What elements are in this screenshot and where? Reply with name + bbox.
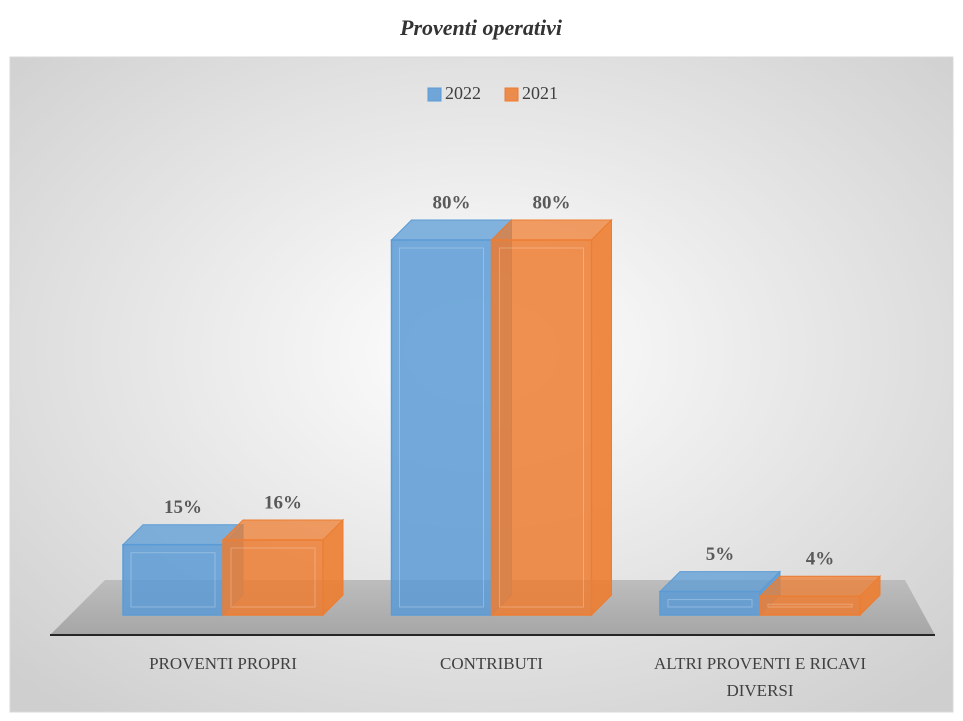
- bar-highlight: [667, 599, 753, 608]
- bar-highlight: [499, 247, 584, 608]
- value-label: 15%: [164, 497, 202, 518]
- bar: [221, 518, 345, 617]
- bar-side: [591, 218, 612, 617]
- x-tick-label: PROVENTI PROPRI: [149, 654, 297, 673]
- bar-front: [659, 590, 761, 616]
- bar-front: [390, 239, 493, 616]
- bar-front: [122, 543, 224, 616]
- bar-top: [390, 219, 513, 241]
- bar: [490, 218, 613, 617]
- value-label: 80%: [533, 192, 571, 213]
- bar-top: [758, 575, 882, 597]
- bar-top: [658, 571, 782, 593]
- bar-highlight: [767, 603, 853, 608]
- legend-label: 2021: [522, 83, 558, 103]
- legend-swatch: [427, 87, 442, 102]
- bar-front: [759, 595, 861, 616]
- bar-front: [490, 239, 593, 616]
- bar: [758, 575, 882, 617]
- legend-label: 2022: [445, 83, 481, 103]
- x-tick-label: ALTRI PROVENTI E RICAVI DIVERSI: [653, 654, 867, 700]
- value-label: 16%: [264, 492, 302, 513]
- x-tick-label: CONTRIBUTI: [440, 654, 543, 673]
- bar-front: [222, 539, 324, 616]
- bar-highlight: [130, 552, 216, 608]
- bar-top: [221, 519, 345, 541]
- bar-highlight: [230, 547, 316, 608]
- bar-top: [490, 219, 613, 241]
- value-label: 80%: [433, 192, 471, 213]
- legend-swatch: [504, 87, 519, 102]
- value-label: 5%: [706, 544, 735, 565]
- value-label: 4%: [806, 549, 835, 570]
- chart-title: Proventi operativi: [399, 15, 563, 40]
- bar-highlight: [399, 247, 484, 608]
